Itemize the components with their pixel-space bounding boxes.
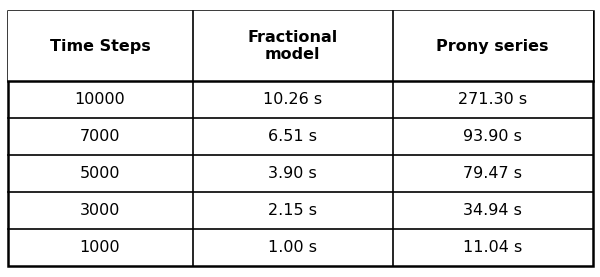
Text: 1.00 s: 1.00 s: [268, 240, 317, 255]
Text: 79.47 s: 79.47 s: [463, 166, 522, 181]
Text: 3000: 3000: [80, 203, 120, 218]
Text: 10000: 10000: [74, 92, 125, 107]
Text: 93.90 s: 93.90 s: [463, 129, 522, 144]
Text: Fractional
model: Fractional model: [247, 30, 338, 62]
Text: 2.15 s: 2.15 s: [268, 203, 317, 218]
Text: 10.26 s: 10.26 s: [263, 92, 322, 107]
Text: 6.51 s: 6.51 s: [268, 129, 317, 144]
Text: 7000: 7000: [80, 129, 120, 144]
Text: Prony series: Prony series: [436, 39, 549, 53]
Bar: [7, 11, 593, 81]
Text: 271.30 s: 271.30 s: [458, 92, 527, 107]
Text: Time Steps: Time Steps: [50, 39, 151, 53]
Text: 34.94 s: 34.94 s: [463, 203, 522, 218]
Text: 3.90 s: 3.90 s: [268, 166, 317, 181]
Text: 11.04 s: 11.04 s: [463, 240, 522, 255]
Text: 5000: 5000: [80, 166, 120, 181]
Text: 1000: 1000: [80, 240, 121, 255]
